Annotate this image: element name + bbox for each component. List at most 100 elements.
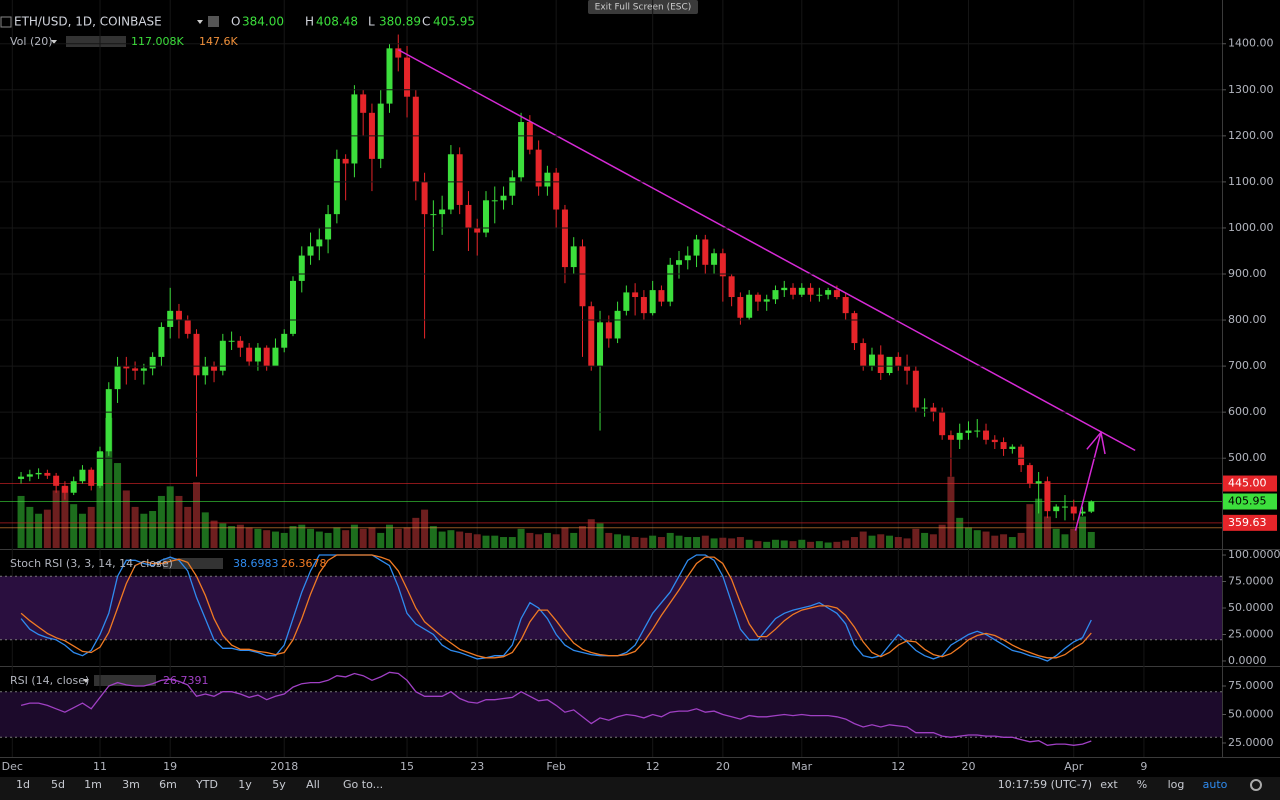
scale-option[interactable]: auto	[1203, 778, 1228, 791]
volume-bar	[842, 540, 850, 548]
indicator-value: 26.7391	[163, 674, 209, 687]
settings-button[interactable]	[1250, 779, 1262, 791]
range-button[interactable]: YTD	[195, 778, 218, 791]
price-tag-label: 359.63	[1228, 516, 1267, 529]
volume-bar	[807, 541, 815, 548]
indicator-buttons[interactable]	[163, 558, 223, 569]
volume-bar	[552, 534, 560, 548]
range-button[interactable]: 1y	[238, 778, 252, 791]
volume-bar	[219, 523, 227, 548]
symbol-icon[interactable]	[0, 16, 12, 28]
trendline	[397, 49, 1136, 452]
candle-body	[1018, 446, 1025, 466]
candle-body	[965, 430, 972, 433]
exit-fullscreen-label[interactable]: Exit Full Screen (ESC)	[595, 3, 692, 13]
dropdown-arrow[interactable]	[51, 40, 57, 44]
volume-bar	[456, 531, 464, 548]
range-button[interactable]: 5y	[272, 778, 286, 791]
candle-body	[219, 340, 226, 371]
range-button[interactable]: All	[306, 778, 320, 791]
scale-option[interactable]: ext	[1100, 778, 1118, 791]
symbol-title[interactable]: ETH/USD, 1D, COINBASE	[14, 15, 162, 29]
volume-bar	[850, 537, 858, 548]
candle-body	[1026, 465, 1033, 484]
x-tick-label: Apr	[1064, 760, 1084, 773]
candle-body	[790, 287, 797, 295]
volume-bar	[368, 527, 376, 548]
candle-body	[614, 310, 621, 339]
volume-bar	[631, 537, 639, 548]
volume-bar	[763, 541, 771, 548]
header-button[interactable]	[208, 16, 219, 27]
candle-body	[983, 430, 990, 440]
x-tick-label: 23	[470, 760, 484, 773]
ohlc-key: C	[422, 15, 430, 29]
candle-body	[877, 354, 884, 374]
dropdown-arrow[interactable]	[197, 20, 203, 24]
price-tag	[1223, 475, 1277, 492]
indicator-buttons[interactable]	[94, 675, 156, 686]
volume-bar	[947, 476, 955, 548]
candle-body	[570, 246, 577, 268]
ohlc-key: H	[305, 15, 314, 29]
scale-option[interactable]: log	[1168, 778, 1185, 791]
candle-body	[1061, 506, 1068, 508]
volume-bar	[815, 541, 823, 548]
candle-body	[114, 366, 121, 390]
dropdown-arrow[interactable]	[83, 679, 89, 683]
candle-body	[1000, 442, 1007, 449]
volume-bar	[157, 495, 165, 548]
volume-bar	[52, 490, 60, 548]
volume-bar	[903, 538, 911, 548]
volume-bar	[114, 463, 122, 548]
volume-bar	[614, 534, 622, 548]
ohlc-value: 384.00	[242, 15, 284, 29]
range-button[interactable]: 5d	[51, 778, 65, 791]
x-tick-label: 12	[646, 760, 660, 773]
range-button[interactable]: 1d	[16, 778, 30, 791]
candle-body	[97, 451, 104, 486]
goto-button[interactable]: Go to...	[343, 778, 383, 791]
indicator-buttons[interactable]	[66, 36, 126, 47]
volume-bar	[833, 541, 841, 548]
y-tick-label: 0.0000	[1228, 654, 1267, 667]
volume-bar	[140, 513, 148, 548]
volume-bar	[570, 532, 578, 548]
volume-bar	[859, 531, 867, 548]
volume-title[interactable]: Vol (20)	[10, 35, 53, 48]
indicator-line	[20, 554, 1092, 659]
volume-bar	[482, 535, 490, 548]
scale-option[interactable]: %	[1137, 778, 1147, 791]
volume-bar	[693, 537, 701, 548]
candle-body	[579, 246, 586, 307]
volume-bar	[736, 537, 744, 548]
volume-bar	[61, 486, 69, 548]
range-button[interactable]: 3m	[122, 778, 140, 791]
candle-body	[140, 368, 147, 371]
indicator-title[interactable]: RSI (14, close)	[10, 674, 89, 687]
volume-bar	[587, 519, 595, 548]
candle-body	[675, 260, 682, 265]
candle-body	[386, 48, 393, 104]
volume-bar	[596, 523, 604, 548]
candle-body	[79, 469, 86, 482]
indicator-value: 26.3678	[281, 557, 327, 570]
x-tick-label: Mar	[791, 760, 812, 773]
indicator-title[interactable]: Stoch RSI (3, 3, 14, 14, close)	[10, 557, 173, 570]
candle-body	[289, 280, 296, 334]
volume-bar	[719, 537, 727, 548]
candle-body	[18, 476, 25, 479]
exit-fullscreen-button[interactable]	[588, 0, 698, 14]
range-button[interactable]: 6m	[159, 778, 177, 791]
candle-body	[719, 253, 726, 277]
candle-body	[333, 158, 340, 215]
volume-bar	[649, 535, 657, 548]
volume-bar	[473, 534, 481, 548]
volume-bar	[1008, 537, 1016, 548]
y-tick-label: 1000.00	[1228, 221, 1274, 234]
volume-bar	[324, 532, 332, 548]
volume-bar	[894, 537, 902, 548]
volume-bar	[500, 537, 508, 548]
x-tick-label: Dec	[2, 760, 23, 773]
range-button[interactable]: 1m	[84, 778, 102, 791]
